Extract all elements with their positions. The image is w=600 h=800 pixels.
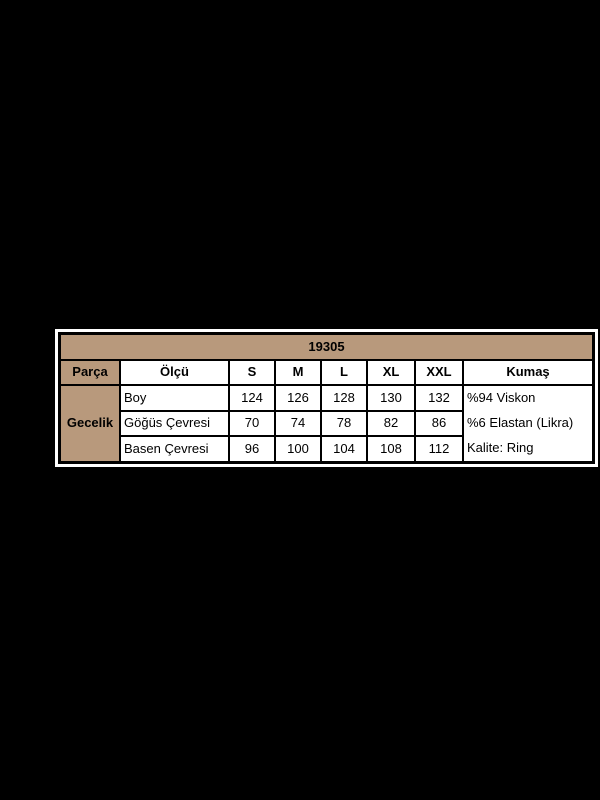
- col-header-kumas: Kumaş: [462, 359, 595, 386]
- size-value-cell: 96: [228, 435, 276, 464]
- measure-label-cell: Boy: [119, 384, 230, 412]
- table-row-gogus: Göğüs Çevresi 70 74 78 82 86: [60, 409, 594, 438]
- size-value-cell: 74: [274, 409, 322, 438]
- size-value-cell: 78: [320, 409, 368, 438]
- size-value-cell: 130: [366, 384, 416, 412]
- part-name-cell: Gecelik: [58, 384, 121, 464]
- size-value-cell: 132: [414, 384, 464, 412]
- col-header-parca: Parça: [58, 359, 121, 386]
- column-header-row: Parça Ölçü S M L XL XXL Kumaş: [58, 359, 595, 386]
- measure-label-cell: Göğüs Çevresi: [119, 409, 230, 438]
- col-header-olcu: Ölçü: [119, 359, 230, 386]
- size-value-cell: 104: [320, 435, 368, 464]
- size-value-cell: 124: [228, 384, 276, 412]
- col-header-size-xxl: XXL: [414, 359, 464, 386]
- size-value-cell: 108: [366, 435, 416, 464]
- table-row-boy: Gecelik Boy 124 126 128 130 132 %94 Visk…: [58, 384, 595, 464]
- fabric-info-stack: %94 Viskon %6 Elastan (Likra) Kalite: Ri…: [467, 387, 589, 461]
- col-header-size-l: L: [320, 359, 368, 386]
- col-header-size-s: S: [228, 359, 276, 386]
- col-header-size-m: M: [274, 359, 322, 386]
- product-code-cell: 19305: [58, 332, 595, 361]
- fabric-line-kalite: Kalite: Ring: [467, 440, 534, 456]
- size-value-cell: 128: [320, 384, 368, 412]
- fabric-line-elastan: %6 Elastan (Likra): [467, 415, 574, 431]
- measure-label-cell: Basen Çevresi: [119, 435, 230, 464]
- fabric-info-cell: %94 Viskon %6 Elastan (Likra) Kalite: Ri…: [462, 384, 595, 464]
- product-code-row: 19305: [58, 332, 595, 361]
- size-value-cell: 112: [414, 435, 464, 464]
- fabric-line-viskon: %94 Viskon: [467, 390, 536, 406]
- size-value-cell: 82: [366, 409, 416, 438]
- table-row-basen: Basen Çevresi 96 100 104 108 112: [60, 435, 594, 464]
- size-value-cell: 86: [414, 409, 464, 438]
- size-chart-container: 19305 Parça Ölçü S M L XL XXL Kumaş Gece…: [55, 329, 598, 467]
- size-value-cell: 70: [228, 409, 276, 438]
- size-chart-table: 19305 Parça Ölçü S M L XL XXL Kumaş Gece…: [58, 332, 595, 464]
- size-value-cell: 126: [274, 384, 322, 412]
- col-header-size-xl: XL: [366, 359, 416, 386]
- size-value-cell: 100: [274, 435, 322, 464]
